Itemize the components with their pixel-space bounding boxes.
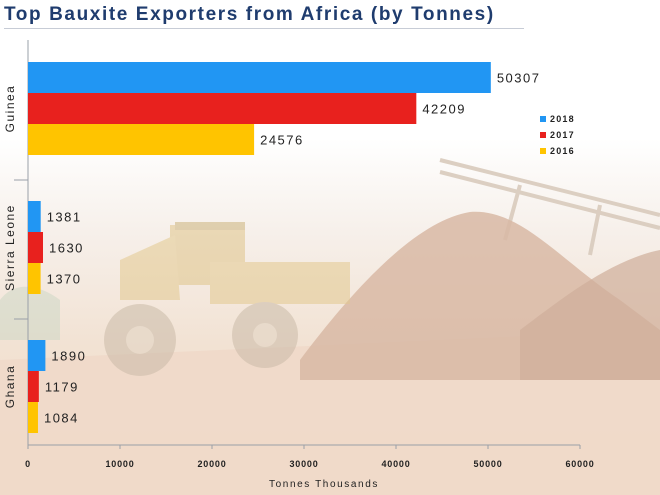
x-tick-label: 20000 <box>197 459 226 469</box>
x-axis-title: Tonnes Thousands <box>269 479 379 490</box>
x-tick-label: 30000 <box>289 459 318 469</box>
bar-ghana-2018 <box>28 340 46 371</box>
data-label: 1381 <box>47 210 82 225</box>
legend-label: 2016 <box>550 146 575 156</box>
data-label: 1370 <box>47 272 82 287</box>
bar-guinea-2018 <box>28 62 491 93</box>
x-tick-label: 40000 <box>381 459 410 469</box>
chart-title: Top Bauxite Exporters from Africa (by To… <box>4 4 495 25</box>
bar-ghana-2017 <box>28 371 39 402</box>
bar-sierra-leone-2018 <box>28 201 41 232</box>
bar-guinea-2017 <box>28 93 417 124</box>
data-label: 1084 <box>44 411 79 426</box>
x-tick-label: 0 <box>25 459 31 469</box>
data-label: 1179 <box>45 380 79 395</box>
category-label: Guinea <box>3 85 17 133</box>
bar-sierra-leone-2016 <box>28 263 41 294</box>
legend-swatch-2017 <box>540 132 546 138</box>
data-label: 50307 <box>497 71 541 86</box>
x-tick-label: 10000 <box>105 459 134 469</box>
data-label: 42209 <box>422 102 466 117</box>
bar-ghana-2016 <box>28 402 38 433</box>
legend-swatch-2016 <box>540 148 546 154</box>
x-tick-label: 60000 <box>565 459 594 469</box>
title-underline <box>4 28 524 29</box>
legend-label: 2017 <box>550 130 575 140</box>
legend-swatch-2018 <box>540 116 546 122</box>
category-label: Sierra Leone <box>3 204 17 291</box>
x-tick-label: 50000 <box>473 459 502 469</box>
data-label: 1630 <box>49 241 84 256</box>
data-label: 24576 <box>260 133 304 148</box>
bar-guinea-2016 <box>28 124 255 155</box>
data-label: 1890 <box>51 349 86 364</box>
category-label: Ghana <box>3 365 17 409</box>
bar-sierra-leone-2017 <box>28 232 43 263</box>
legend-label: 2018 <box>550 114 575 124</box>
